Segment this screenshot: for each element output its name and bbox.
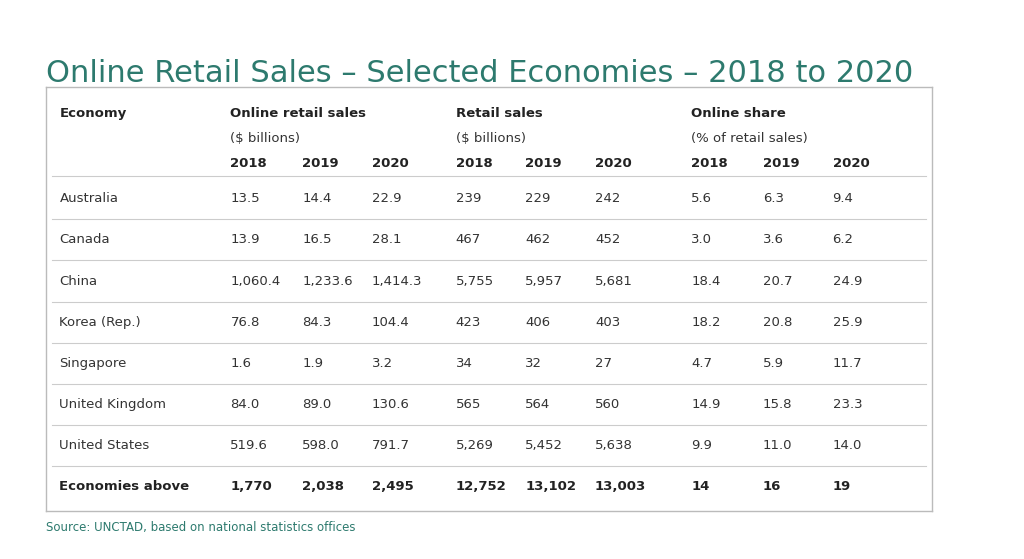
- Text: 3.2: 3.2: [372, 357, 393, 369]
- Text: 5,755: 5,755: [456, 274, 494, 287]
- Text: 20.7: 20.7: [763, 274, 793, 287]
- Text: 2019: 2019: [302, 157, 339, 170]
- Text: 20.8: 20.8: [763, 316, 793, 329]
- Text: 5,957: 5,957: [525, 274, 563, 287]
- Text: 452: 452: [595, 234, 621, 247]
- Text: 1,233.6: 1,233.6: [302, 274, 352, 287]
- Text: 2,495: 2,495: [372, 480, 414, 493]
- Text: Online share: Online share: [691, 107, 786, 120]
- Text: 11.7: 11.7: [833, 357, 862, 369]
- Text: 24.9: 24.9: [833, 274, 862, 287]
- Text: ($ billions): ($ billions): [230, 132, 300, 145]
- Text: 598.0: 598.0: [302, 439, 340, 452]
- Text: 406: 406: [525, 316, 551, 329]
- Text: 104.4: 104.4: [372, 316, 410, 329]
- Text: 1,060.4: 1,060.4: [230, 274, 281, 287]
- Text: United Kingdom: United Kingdom: [59, 398, 166, 411]
- Text: 1,414.3: 1,414.3: [372, 274, 422, 287]
- Text: 34: 34: [456, 357, 472, 369]
- Text: 28.1: 28.1: [372, 234, 401, 247]
- Text: Korea (Rep.): Korea (Rep.): [59, 316, 141, 329]
- Text: 84.3: 84.3: [302, 316, 332, 329]
- Text: 9.9: 9.9: [691, 439, 712, 452]
- Text: China: China: [59, 274, 97, 287]
- Text: 13.5: 13.5: [230, 192, 260, 205]
- Text: 27: 27: [595, 357, 612, 369]
- Text: ($ billions): ($ billions): [456, 132, 525, 145]
- Text: 89.0: 89.0: [302, 398, 332, 411]
- Text: 2020: 2020: [595, 157, 632, 170]
- Text: 76.8: 76.8: [230, 316, 260, 329]
- Text: 23.3: 23.3: [833, 398, 862, 411]
- Text: 2019: 2019: [525, 157, 562, 170]
- Text: 11.0: 11.0: [763, 439, 793, 452]
- Text: 229: 229: [525, 192, 551, 205]
- Text: 18.4: 18.4: [691, 274, 721, 287]
- Text: 565: 565: [456, 398, 481, 411]
- Text: Source: UNCTAD, based on national statistics offices: Source: UNCTAD, based on national statis…: [46, 521, 355, 534]
- Text: 16: 16: [763, 480, 781, 493]
- Text: 32: 32: [525, 357, 543, 369]
- Text: 6.3: 6.3: [763, 192, 784, 205]
- Text: 15.8: 15.8: [763, 398, 793, 411]
- Text: 519.6: 519.6: [230, 439, 268, 452]
- Text: 5.6: 5.6: [691, 192, 713, 205]
- Text: Australia: Australia: [59, 192, 119, 205]
- Text: 423: 423: [456, 316, 481, 329]
- Text: 25.9: 25.9: [833, 316, 862, 329]
- Text: 560: 560: [595, 398, 621, 411]
- Text: 14.4: 14.4: [302, 192, 332, 205]
- Text: 5,452: 5,452: [525, 439, 563, 452]
- Text: 239: 239: [456, 192, 481, 205]
- Text: 1.9: 1.9: [302, 357, 324, 369]
- Text: 22.9: 22.9: [372, 192, 401, 205]
- Text: 84.0: 84.0: [230, 398, 260, 411]
- Text: 3.0: 3.0: [691, 234, 713, 247]
- Text: Online retail sales: Online retail sales: [230, 107, 367, 120]
- Text: 2018: 2018: [456, 157, 493, 170]
- Text: 12,752: 12,752: [456, 480, 507, 493]
- Text: 5,681: 5,681: [595, 274, 633, 287]
- Text: (% of retail sales): (% of retail sales): [691, 132, 808, 145]
- Text: Economy: Economy: [59, 107, 127, 120]
- Text: 2018: 2018: [691, 157, 728, 170]
- Text: 13,003: 13,003: [595, 480, 646, 493]
- Text: Retail sales: Retail sales: [456, 107, 543, 120]
- Text: 2,038: 2,038: [302, 480, 344, 493]
- Text: 14.9: 14.9: [691, 398, 721, 411]
- Text: 1,770: 1,770: [230, 480, 272, 493]
- Text: 2020: 2020: [833, 157, 869, 170]
- Text: 5.9: 5.9: [763, 357, 784, 369]
- Text: 462: 462: [525, 234, 551, 247]
- Text: 242: 242: [595, 192, 621, 205]
- Text: 564: 564: [525, 398, 551, 411]
- Text: 5,638: 5,638: [595, 439, 633, 452]
- Text: Canada: Canada: [59, 234, 110, 247]
- Text: 13.9: 13.9: [230, 234, 260, 247]
- Text: 14.0: 14.0: [833, 439, 862, 452]
- Text: 4.7: 4.7: [691, 357, 713, 369]
- Text: 130.6: 130.6: [372, 398, 410, 411]
- Text: 2020: 2020: [372, 157, 409, 170]
- Text: 13,102: 13,102: [525, 480, 577, 493]
- Text: 791.7: 791.7: [372, 439, 410, 452]
- Text: 16.5: 16.5: [302, 234, 332, 247]
- Text: 18.2: 18.2: [691, 316, 721, 329]
- Text: 14: 14: [691, 480, 710, 493]
- Text: 9.4: 9.4: [833, 192, 853, 205]
- Text: 2018: 2018: [230, 157, 267, 170]
- Text: Singapore: Singapore: [59, 357, 127, 369]
- Text: 403: 403: [595, 316, 621, 329]
- Text: 467: 467: [456, 234, 481, 247]
- Text: United States: United States: [59, 439, 150, 452]
- Text: 1.6: 1.6: [230, 357, 252, 369]
- Text: 6.2: 6.2: [833, 234, 854, 247]
- Text: 5,269: 5,269: [456, 439, 494, 452]
- Text: Online Retail Sales – Selected Economies – 2018 to 2020: Online Retail Sales – Selected Economies…: [46, 59, 913, 88]
- Text: 2019: 2019: [763, 157, 800, 170]
- Text: 19: 19: [833, 480, 851, 493]
- Text: 3.6: 3.6: [763, 234, 784, 247]
- Text: Economies above: Economies above: [59, 480, 189, 493]
